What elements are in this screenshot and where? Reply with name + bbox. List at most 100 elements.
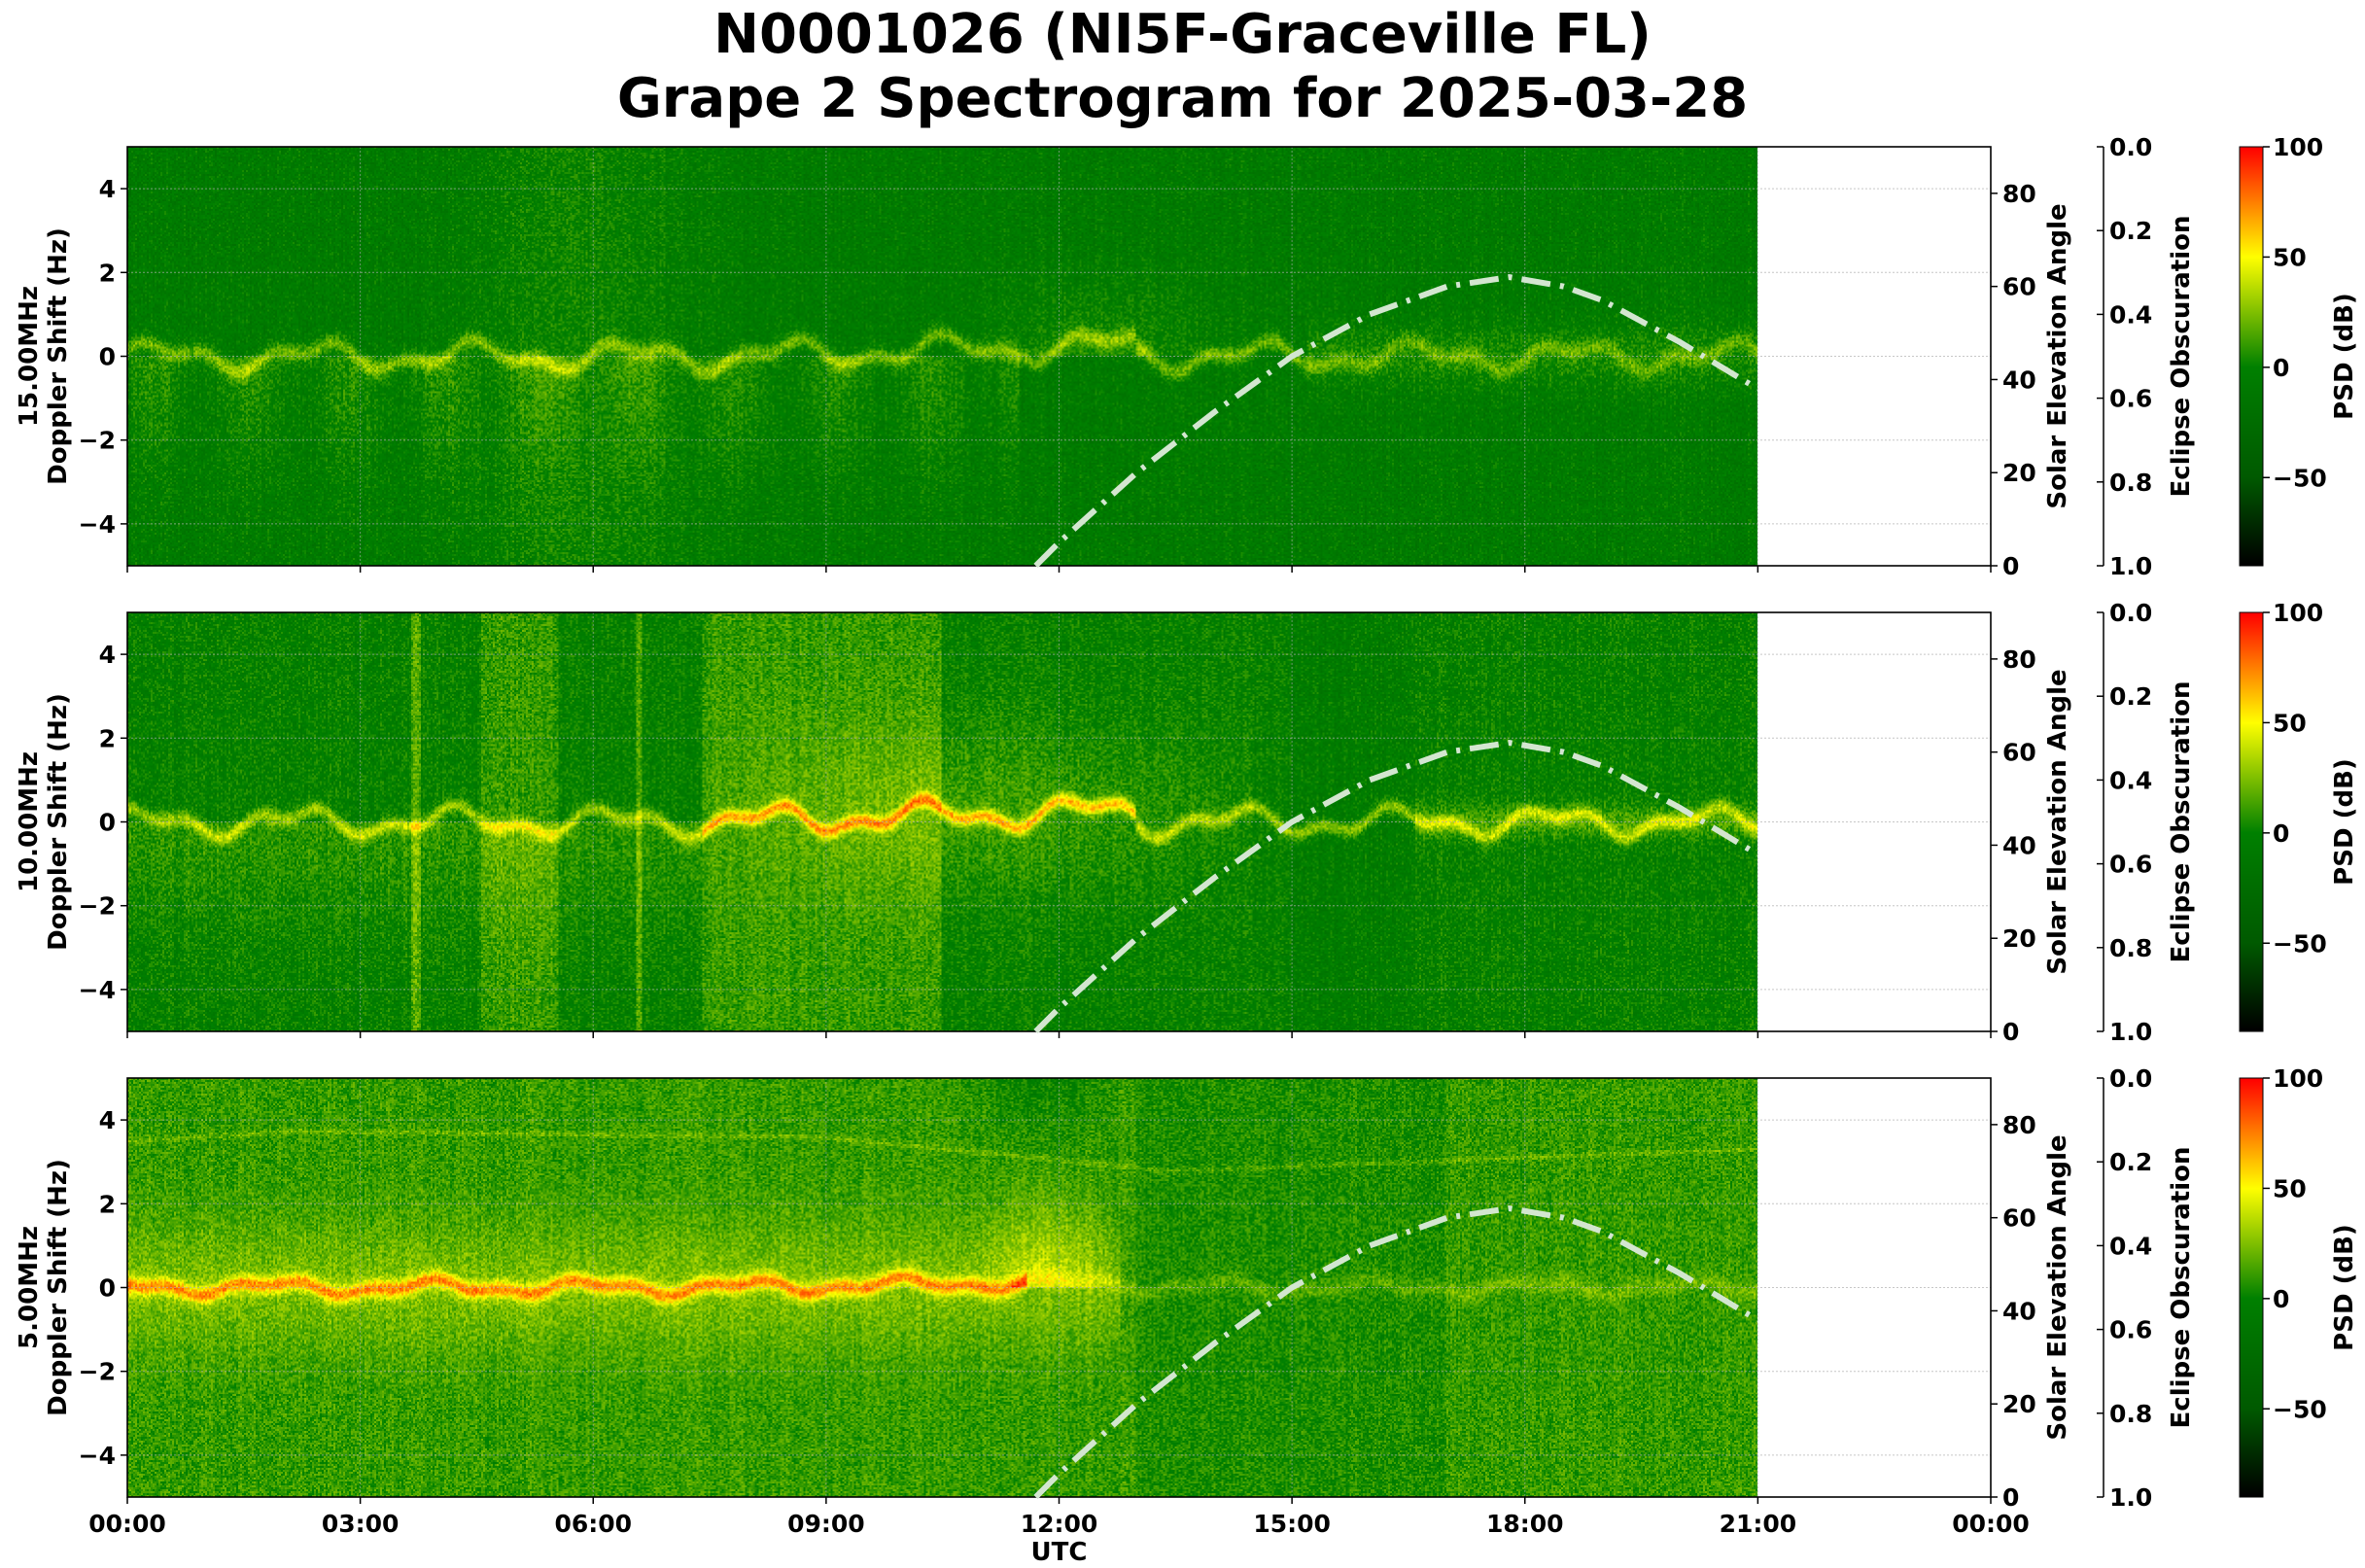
eclipse-tick-label: 0.2 [2109,217,2152,245]
solar-axis-label: Solar Elevation Angle [2043,203,2072,508]
colorbar-tick-label: −50 [2273,1395,2327,1423]
y-tick-label: −2 [79,1358,116,1386]
solar-tick-label: 40 [2002,1297,2036,1325]
y-tick-label: 0 [99,1274,116,1303]
y-tick-label: −4 [79,1442,116,1470]
solar-tick-label: 0 [2002,1018,2019,1046]
solar-axis-label: Solar Elevation Angle [2043,669,2072,974]
y-tick-label: 2 [99,259,116,287]
y-tick-label: −4 [79,976,116,1004]
y-tick-label: 4 [99,641,116,669]
solar-axis-label: Solar Elevation Angle [2043,1134,2072,1440]
y-tick-label: −2 [79,427,116,455]
eclipse-tick-label: 0.6 [2109,1316,2152,1344]
eclipse-tick-label: 0.2 [2109,682,2152,711]
colorbar-frame [2239,1077,2264,1498]
y-axis-label: Doppler Shift (Hz) [44,1159,73,1416]
solar-tick-label: 60 [2002,273,2036,301]
eclipse-tick-label: 1.0 [2109,1018,2152,1046]
solar-tick-label: 80 [2002,645,2036,674]
eclipse-tick-label: 0.6 [2109,851,2152,879]
y-axis-label-frequency: 5.00MHz [15,1226,44,1349]
y-tick-label: 4 [99,1106,116,1134]
chart-title-line1: N0001026 (NI5F-Graceville FL) [713,3,1652,66]
solar-tick-label: 0 [2002,552,2019,580]
y-tick-label: −2 [79,892,116,921]
colorbar-tick-label: 50 [2273,1174,2307,1202]
x-tick-label: 12:00 [1021,1510,1098,1538]
colorbar-tick-label: 100 [2273,1064,2323,1093]
y-tick-label: 2 [99,1190,116,1218]
colorbar-15mhz [2240,147,2263,566]
colorbar-label: PSD (dB) [2330,1224,2359,1351]
x-tick-label: 15:00 [1253,1510,1331,1538]
colorbar-tick-label: −50 [2273,929,2327,958]
y-axis-label-frequency: 15.00MHz [15,286,44,427]
y-tick-label: 0 [99,343,116,371]
solar-tick-label: 20 [2002,1390,2036,1418]
x-axis-label: UTC [1031,1538,1088,1567]
eclipse-tick-label: 1.0 [2109,552,2152,580]
eclipse-tick-label: 1.0 [2109,1483,2152,1512]
x-tick-label: 21:00 [1720,1510,1797,1538]
y-axis-label: Doppler Shift (Hz) [44,227,73,485]
solar-tick-label: 0 [2002,1483,2019,1512]
colorbar-tick-label: 0 [2273,819,2289,848]
solar-elevation-curve [1033,740,1759,1034]
solar-tick-label: 80 [2002,1111,2036,1139]
plot-frame [126,146,1992,567]
x-tick-label: 18:00 [1486,1510,1564,1538]
colorbar-tick-label: 50 [2273,709,2307,737]
x-tick-label: 03:00 [322,1510,400,1538]
eclipse-tick-label: 0.4 [2109,300,2152,329]
plot-frame [126,1077,1992,1498]
solar-elevation-curve [1033,1205,1759,1500]
chart-title-line2: Grape 2 Spectrogram for 2025-03-28 [616,67,1749,130]
solar-tick-label: 60 [2002,739,2036,767]
colorbar-frame [2239,611,2264,1032]
eclipse-axis-label: Eclipse Obscuration [2167,681,2196,963]
colorbar-tick-label: 100 [2273,599,2323,627]
x-tick-label: 00:00 [1952,1510,2030,1538]
eclipse-axis-label: Eclipse Obscuration [2167,1147,2196,1429]
colorbar-tick-label: 0 [2273,1285,2289,1313]
y-tick-label: 4 [99,175,116,203]
y-axis-label-frequency: 10.00MHz [15,751,44,892]
solar-tick-label: 20 [2002,459,2036,487]
y-tick-label: 0 [99,809,116,837]
eclipse-tick-label: 0.4 [2109,766,2152,794]
colorbar-label: PSD (dB) [2330,293,2359,420]
colorbar-frame [2239,146,2264,567]
eclipse-tick-label: 0.0 [2109,599,2152,627]
colorbar-tick-label: 50 [2273,243,2307,271]
x-tick-label: 00:00 [88,1510,166,1538]
eclipse-tick-label: 0.0 [2109,133,2152,161]
eclipse-tick-label: 0.2 [2109,1148,2152,1176]
eclipse-tick-label: 0.8 [2109,1400,2152,1428]
y-tick-label: −4 [79,510,116,539]
eclipse-tick-label: 0.4 [2109,1232,2152,1260]
eclipse-tick-label: 0.6 [2109,385,2152,413]
solar-tick-label: 40 [2002,831,2036,859]
eclipse-axis-label: Eclipse Obscuration [2167,216,2196,498]
colorbar-tick-label: 0 [2273,354,2289,382]
colorbar-tick-label: 100 [2273,133,2323,161]
solar-tick-label: 20 [2002,924,2036,953]
colorbar-tick-label: −50 [2273,464,2327,492]
solar-elevation-curve [1033,274,1759,569]
solar-tick-label: 40 [2002,366,2036,394]
y-axis-label: Doppler Shift (Hz) [44,693,73,951]
colorbar-label: PSD (dB) [2330,758,2359,886]
plot-frame [126,611,1992,1032]
colorbar-10mhz [2240,612,2263,1031]
eclipse-tick-label: 0.0 [2109,1064,2152,1093]
eclipse-tick-label: 0.8 [2109,469,2152,497]
solar-tick-label: 80 [2002,180,2036,208]
x-tick-label: 09:00 [787,1510,865,1538]
x-tick-label: 06:00 [554,1510,632,1538]
colorbar-5mhz [2240,1078,2263,1497]
y-tick-label: 2 [99,724,116,752]
eclipse-tick-label: 0.8 [2109,934,2152,962]
solar-tick-label: 60 [2002,1204,2036,1233]
